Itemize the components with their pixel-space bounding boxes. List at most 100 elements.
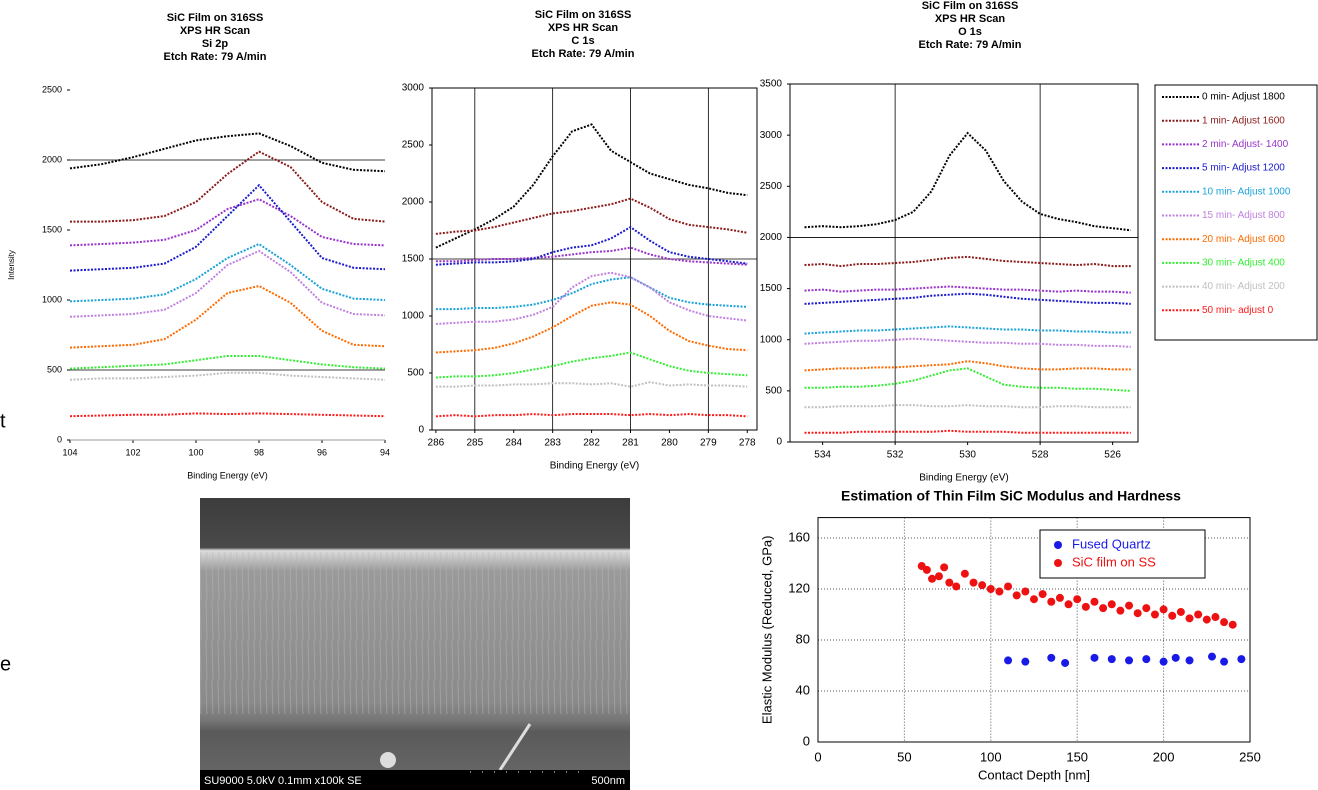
spectrum-line: [435, 225, 748, 266]
data-point: [1047, 653, 1056, 662]
data-point: [1116, 606, 1125, 615]
legend-box: [1039, 529, 1206, 579]
spectrum-line: [435, 301, 748, 354]
y-tick-label: 0: [57, 434, 62, 444]
data-point: [1220, 657, 1229, 666]
y-tick-label: 160: [788, 529, 810, 544]
legend-label: Fused Quartz: [1072, 536, 1151, 551]
spectrum-line: [435, 351, 748, 379]
legend-label: 15 min- Adjust 800: [1202, 210, 1285, 221]
spectrum-line: [804, 285, 1131, 294]
spectrum-line: [70, 150, 386, 223]
y-tick-label: 500: [765, 385, 782, 396]
spectrum-line: [69, 412, 386, 418]
data-point: [1055, 593, 1064, 602]
x-axis-label: Binding Energy (eV): [187, 470, 268, 480]
data-point: [1194, 610, 1203, 619]
x-tick-label: 283: [544, 438, 561, 449]
data-point: [1185, 614, 1194, 623]
x-tick-label: 200: [1153, 749, 1175, 764]
spectrum-line: [69, 355, 386, 370]
x-axis-label: Contact Depth [nm]: [978, 767, 1090, 782]
legend-label: 50 min- adjust 0: [1202, 305, 1274, 316]
x-tick-label: 150: [1066, 749, 1088, 764]
spectrum-line: [435, 123, 748, 249]
data-point: [1125, 601, 1134, 610]
data-point: [1150, 610, 1159, 619]
data-point: [1038, 590, 1047, 599]
chart-title: C 1s: [571, 35, 594, 47]
data-point: [1081, 602, 1090, 611]
chart-title: Etch Rate: 79 A/min: [164, 51, 267, 63]
y-tick-label: 2500: [760, 181, 783, 192]
legend-label: 2 min- Adjust- 1400: [1202, 139, 1289, 150]
data-point: [1107, 600, 1116, 609]
spectrum-line: [804, 131, 1131, 232]
spectrum-line: [69, 242, 386, 303]
y-tick-label: 0: [803, 733, 810, 748]
y-tick-label: 40: [796, 682, 810, 697]
data-point: [1142, 655, 1151, 664]
y-tick-label: 3500: [760, 79, 783, 90]
sem-caption: SU9000 5.0kV 0.1mm x100k SE: [204, 775, 362, 787]
x-tick-label: 285: [466, 438, 483, 449]
data-point: [1061, 658, 1070, 667]
spectrum-line: [435, 276, 748, 311]
x-tick-label: 98: [254, 447, 264, 457]
chart-title: Etch Rate: 79 A/min: [919, 39, 1022, 51]
y-tick-label: 2500: [42, 84, 62, 94]
x-tick-label: 50: [897, 749, 911, 764]
legend-label: 10 min- Adjust 1000: [1202, 186, 1291, 197]
data-point: [1021, 587, 1030, 596]
y-tick-label: 2000: [760, 232, 783, 243]
x-tick-label: 94: [380, 447, 390, 457]
spectrum-line: [804, 337, 1131, 348]
sem-image: SU9000 5.0kV 0.1mm x100k SE 500nm: [200, 498, 630, 790]
x-axis-label: Binding Energy (eV): [550, 461, 640, 472]
spectrum-line: [435, 413, 748, 418]
data-point: [960, 569, 969, 578]
data-point: [978, 581, 987, 590]
chart-title: Estimation of Thin Film SiC Modulus and …: [841, 488, 1181, 504]
data-point: [940, 563, 949, 572]
x-tick-label: 534: [814, 450, 831, 461]
spectrum-line: [804, 429, 1131, 434]
x-tick-label: 280: [661, 438, 678, 449]
data-point: [986, 585, 995, 593]
data-point: [1004, 656, 1013, 665]
spectrum-line: [69, 371, 386, 381]
legend-label: 0 min- Adjust 1800: [1202, 92, 1285, 103]
data-point: [1220, 618, 1229, 627]
cut-text: e: [0, 653, 11, 675]
y-tick-label: 1500: [42, 224, 62, 234]
data-point: [922, 565, 931, 574]
chart-title: XPS HR Scan: [180, 25, 251, 37]
data-point: [1047, 597, 1056, 606]
data-point: [928, 574, 937, 583]
data-point: [1237, 655, 1246, 664]
data-point: [1030, 595, 1038, 604]
x-tick-label: 526: [1104, 450, 1121, 461]
legend-label: SiC film on SS: [1072, 554, 1156, 569]
sem-scale: 500nm: [591, 775, 625, 787]
data-point: [1159, 605, 1168, 614]
legend-label: 1 min- Adjust 1600: [1202, 115, 1285, 126]
spectrum-line: [69, 132, 386, 173]
y-axis-label: Elastic Modulus (Reduced, GPa): [759, 536, 774, 725]
y-tick-label: 120: [788, 580, 810, 595]
data-point: [969, 578, 978, 587]
y-tick-label: 3000: [402, 83, 425, 94]
x-tick-label: 279: [700, 438, 717, 449]
x-tick-label: 104: [62, 447, 77, 457]
data-point: [1176, 607, 1185, 616]
spectrum-line: [435, 197, 748, 235]
data-point: [1004, 582, 1013, 591]
chart-title: SiC Film on 316SS: [922, 0, 1019, 12]
y-tick-label: 500: [47, 364, 62, 374]
spectrum-line: [69, 249, 386, 318]
legend-swatch: [1054, 559, 1062, 567]
chart-title: XPS HR Scan: [548, 22, 619, 34]
y-tick-label: 2000: [42, 154, 62, 164]
x-tick-label: 532: [887, 450, 904, 461]
